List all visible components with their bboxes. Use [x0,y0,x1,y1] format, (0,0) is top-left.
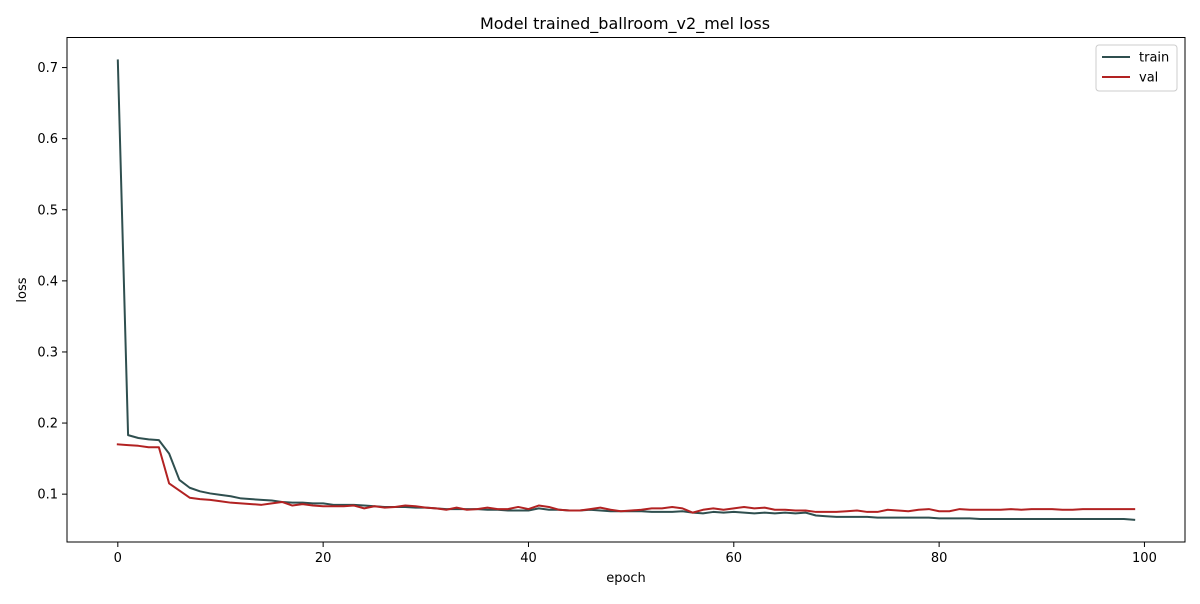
series-line-train [116,59,1136,521]
y-axis-label: loss [15,277,30,302]
x-tick-label: 80 [931,551,948,566]
x-tick-label: 100 [1132,551,1157,566]
x-tick-label: 20 [315,551,332,566]
x-axis-ticks: 0 20 40 60 80 100 [114,542,1157,566]
y-tick-label: 0.1 [37,488,58,503]
x-tick-label: 60 [726,551,743,566]
y-axis-ticks: 0.1 0.2 0.3 0.4 0.5 0.6 0.7 [37,61,67,503]
y-tick-label: 0.4 [37,274,58,289]
chart-title: Model trained_ballroom_v2_mel loss [480,14,770,34]
y-tick-label: 0.6 [37,132,58,147]
x-tick-label: 40 [520,551,537,566]
legend-label-val: val [1139,71,1158,86]
y-tick-label: 0.5 [37,203,58,218]
series-line-val [116,443,1136,514]
legend-label-train: train [1139,51,1169,66]
plot-frame [66,37,1186,543]
y-tick-label: 0.3 [37,345,58,360]
y-tick-label: 0.7 [37,61,58,76]
x-tick-label: 0 [114,551,122,566]
y-tick-label: 0.2 [37,417,58,432]
legend: train val [1095,44,1178,92]
x-axis-label: epoch [606,571,646,586]
series-lines [116,59,1136,521]
